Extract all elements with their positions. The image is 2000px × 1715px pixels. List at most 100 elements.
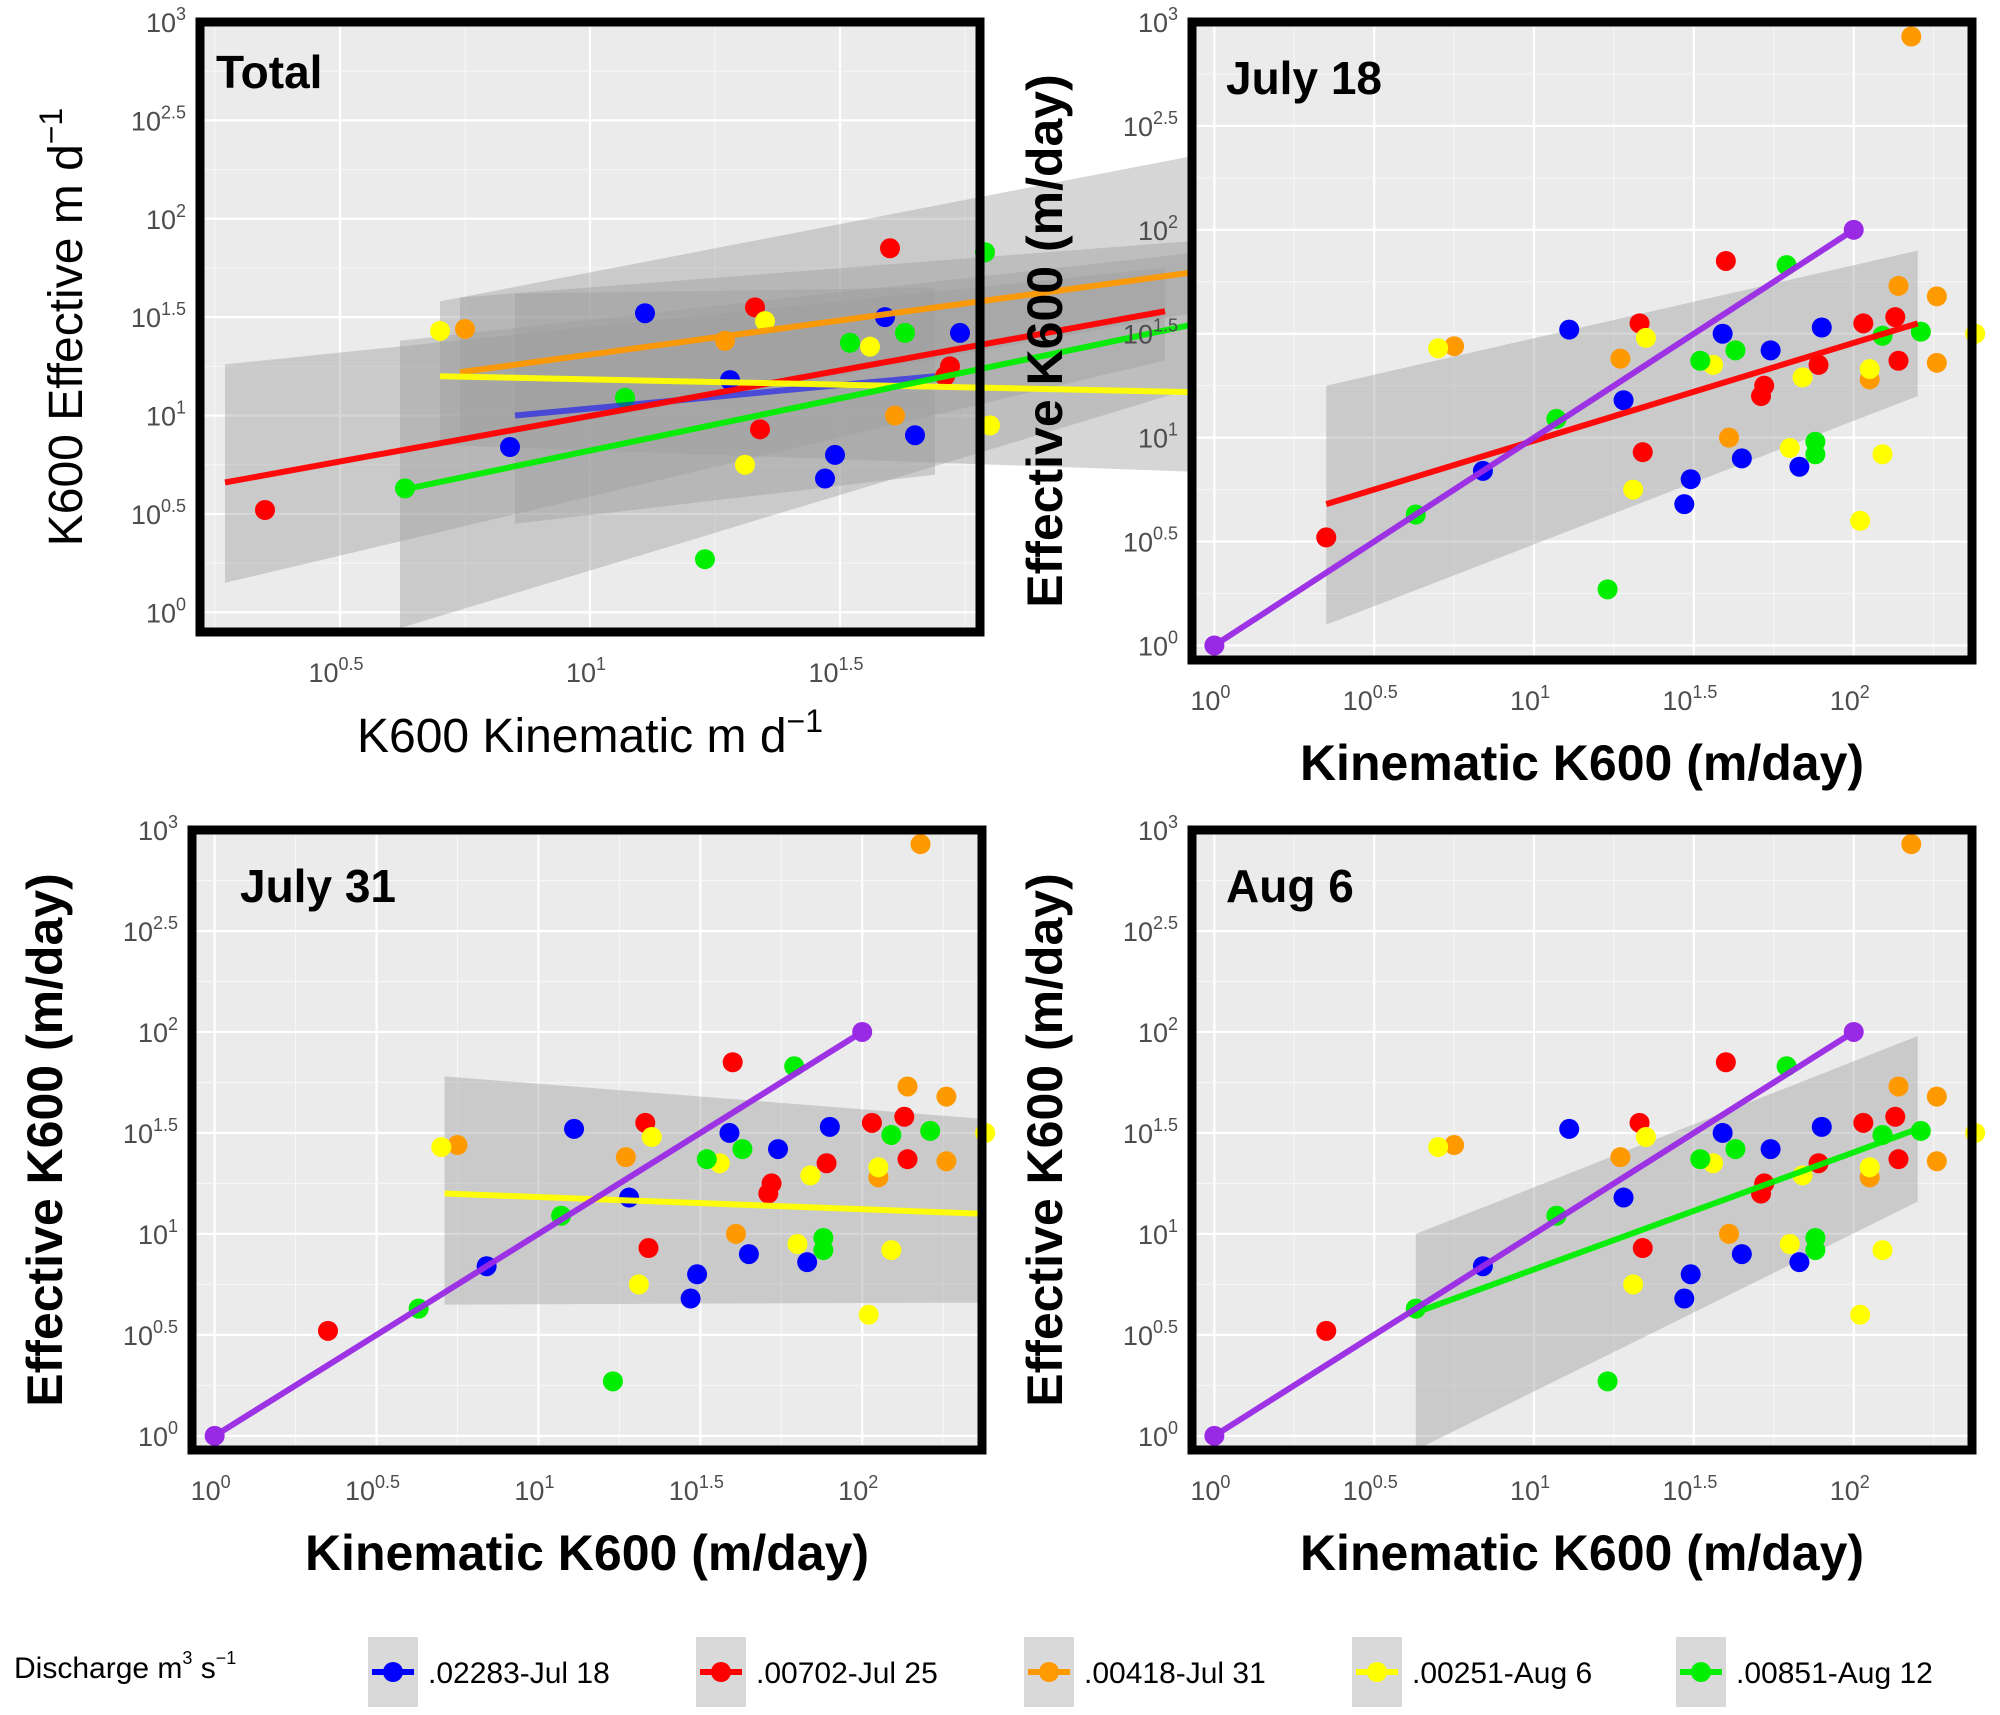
point-green xyxy=(840,332,860,353)
point-green xyxy=(1597,579,1618,600)
y-axis-title: Effective K600 (m/day) xyxy=(1017,74,1073,608)
x-tick-label: 100 xyxy=(1190,1472,1230,1506)
point-yellow xyxy=(1635,327,1656,348)
point-blue xyxy=(1731,1244,1752,1265)
point-orange xyxy=(1610,1147,1631,1168)
point-red xyxy=(722,1052,743,1073)
fit-line-yellow xyxy=(439,373,1276,397)
x-tick-label: 101 xyxy=(1510,682,1550,716)
point-blue xyxy=(680,1288,701,1309)
y-tick-label: 103 xyxy=(1138,812,1178,846)
point-yellow xyxy=(1428,1137,1449,1158)
legend-item: .02283-Jul 18 xyxy=(368,1637,610,1707)
point-yellow xyxy=(1872,444,1893,465)
point-yellow xyxy=(858,1304,879,1325)
point-orange xyxy=(615,1147,636,1168)
point-orange xyxy=(1444,336,1465,357)
point-yellow xyxy=(787,1234,808,1255)
panel-frame xyxy=(1187,825,1977,1455)
point-yellow xyxy=(980,415,1000,436)
legend-title: Discharge m3 s−1 xyxy=(14,1648,236,1685)
legend-key-point xyxy=(1691,1662,1711,1682)
chart-panel-aug-6: 100 100.5 101 101.5 102 100 100.5 101 101.5 102 10… xyxy=(1017,812,1986,1581)
point-red xyxy=(1885,307,1906,328)
point-blue xyxy=(1674,1288,1695,1309)
x-tick-label: 102 xyxy=(1830,1472,1870,1506)
point-red xyxy=(1754,375,1775,396)
point-blue xyxy=(1559,1118,1580,1139)
point-red xyxy=(1888,1149,1909,1170)
y-tick-label: 102 xyxy=(138,1014,178,1048)
point-blue xyxy=(1680,469,1701,490)
point-blue xyxy=(564,1118,585,1139)
fit-line-orange xyxy=(459,264,1226,376)
point-blue xyxy=(1731,448,1752,469)
point-yellow xyxy=(860,336,880,357)
point-yellow xyxy=(641,1126,662,1147)
x-axis-title: Kinematic K600 (m/day) xyxy=(1300,735,1864,791)
legend: Discharge m3 s−1 .02283-Jul 18 .00702-Jul… xyxy=(14,1637,1933,1707)
legend-label: .00702-Jul 25 xyxy=(756,1657,938,1690)
point-red xyxy=(1632,442,1653,463)
y-tick-label: 101.5 xyxy=(123,1115,178,1149)
point-red xyxy=(317,1320,338,1341)
point-red xyxy=(1853,1112,1874,1133)
legend-key-point xyxy=(1367,1662,1387,1682)
y-axis-title: K600 Effective m d−1 xyxy=(33,108,93,546)
point-green xyxy=(1805,1227,1826,1248)
fit-line-red xyxy=(224,308,1166,486)
point-red xyxy=(255,500,275,520)
point-red xyxy=(1808,354,1829,375)
point-green xyxy=(1725,340,1746,361)
legend-key-point xyxy=(1039,1662,1059,1682)
y-tick-label: 100.5 xyxy=(131,496,186,530)
point-yellow xyxy=(868,1157,889,1178)
fit-endpoint-purple xyxy=(1204,635,1225,656)
point-blue xyxy=(797,1252,818,1273)
point-orange xyxy=(910,834,931,855)
y-tick-label: 102.5 xyxy=(1123,108,1178,142)
point-green xyxy=(696,1149,717,1170)
x-tick-label: 101.5 xyxy=(1662,1472,1717,1506)
fit-line-purple xyxy=(1212,227,1856,648)
point-red xyxy=(1853,313,1874,334)
tick-labels: 100 100.5 101 101.5 102 100 100.5 101 101.5 102 10… xyxy=(123,812,878,1506)
x-tick-label: 101 xyxy=(1510,1472,1550,1506)
y-tick-label: 102.5 xyxy=(1123,913,1178,947)
point-green xyxy=(920,1120,941,1141)
point-green xyxy=(732,1139,753,1160)
tick-labels: 100 100.5 101 101.5 102 100 100.5 101 101.5 102 10… xyxy=(1123,812,1870,1506)
point-blue xyxy=(825,444,845,465)
point-yellow xyxy=(881,1240,902,1261)
y-tick-label: 100.5 xyxy=(123,1317,178,1351)
point-green xyxy=(1805,431,1826,452)
point-red xyxy=(1715,250,1736,271)
ribbon-green xyxy=(400,252,1200,629)
y-tick-label: 101.5 xyxy=(1123,316,1178,350)
y-tick-label: 101 xyxy=(1138,1216,1178,1250)
x-tick-label: 102 xyxy=(838,1472,878,1506)
y-tick-label: 101.5 xyxy=(131,299,186,333)
point-yellow xyxy=(1428,338,1449,359)
point-orange xyxy=(1610,348,1631,369)
panel-background xyxy=(1192,830,1972,1450)
point-green xyxy=(1725,1139,1746,1160)
chart-panel-total: 100.5 101 101.5 100 100.5 101 101.5 102 102.5 103… xyxy=(33,4,1276,763)
point-blue xyxy=(905,425,925,446)
point-yellow xyxy=(1859,359,1880,380)
point-blue xyxy=(1811,317,1832,338)
fit-line-purple xyxy=(1212,1029,1856,1439)
point-green xyxy=(1690,1149,1711,1170)
point-blue xyxy=(1559,319,1580,340)
legend-label: .02283-Jul 18 xyxy=(428,1657,610,1690)
point-orange xyxy=(885,405,905,426)
ribbon-blue xyxy=(515,287,935,524)
point-yellow xyxy=(1635,1126,1656,1147)
y-tick-label: 103 xyxy=(138,812,178,846)
point-yellow xyxy=(1623,479,1644,500)
point-blue xyxy=(815,468,835,489)
point-orange xyxy=(897,1076,918,1097)
x-tick-label: 100 xyxy=(191,1472,231,1506)
confidence-ribbons xyxy=(1415,1035,1918,1450)
point-yellow xyxy=(1623,1274,1644,1295)
